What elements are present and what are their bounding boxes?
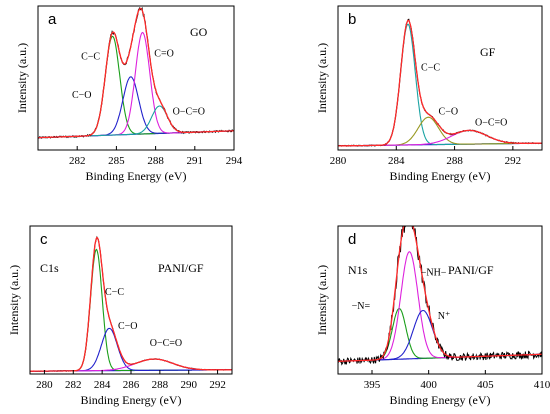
x-tick-label: 288 — [147, 155, 164, 167]
y-axis-label: Intensity (a.u.) — [315, 43, 329, 113]
panel-c: 280 282 284 286 288 290 292 Binding Energy (eV)… — [7, 225, 233, 407]
x-tick-label: 291 — [187, 155, 204, 167]
peak-curve-2 — [38, 31, 234, 139]
fit-envelope-line — [38, 7, 234, 139]
x-tick-label: 285 — [108, 155, 125, 167]
x-tick-label: 288 — [152, 379, 169, 391]
plot-area — [338, 226, 542, 366]
y-axis-label: Intensity (a.u.) — [15, 43, 29, 113]
panel-a: 282 285 288 291 294 Binding Energy (eV) Intens… — [15, 5, 243, 183]
peak-annotation-1: C−O — [118, 321, 138, 332]
x-axis-label: Binding Energy (eV) — [389, 393, 490, 407]
x-tick-label: 284 — [388, 155, 405, 167]
panel-subtitle: C1s — [40, 261, 59, 275]
x-tick-label: 288 — [446, 155, 463, 167]
axes-frame — [29, 225, 233, 375]
panel-title: PANI/GF — [158, 261, 204, 275]
peak-annotation-3: O−C=O — [173, 106, 205, 117]
y-axis-label: Intensity (a.u.) — [7, 265, 21, 335]
axes-frame — [337, 225, 543, 375]
peak-annotation-1: C−O — [72, 90, 92, 101]
panel-d: 395 400 405 410 Binding Energy (eV) Intensity… — [315, 225, 550, 407]
panel-letter: d — [348, 231, 356, 248]
x-tick-label: 282 — [65, 379, 82, 391]
peak-annotation-0: C−C — [105, 287, 124, 298]
fit-envelope-line — [30, 236, 232, 372]
panel-title: GF — [480, 45, 496, 59]
x-tick-label: 282 — [69, 155, 86, 167]
x-tick-label: 400 — [420, 379, 437, 391]
x-tick-label: 292 — [209, 379, 226, 391]
fit-envelope-line — [338, 19, 542, 147]
peak-annotation-1: C−O — [439, 106, 459, 117]
x-tick-label: 280 — [330, 155, 347, 167]
y-axis-label: Intensity (a.u.) — [315, 265, 329, 335]
x-axis-label: Binding Energy (eV) — [85, 169, 186, 183]
plot-area — [38, 6, 234, 140]
x-tick-label: 395 — [364, 379, 381, 391]
plot-area — [338, 18, 542, 147]
panel-letter: b — [348, 11, 356, 28]
peak-annotation-2: O−C=O — [150, 338, 182, 349]
panel-title: GO — [190, 25, 208, 39]
peak-annotation-2: C=O — [154, 49, 174, 60]
panel-letter: c — [40, 231, 48, 248]
axes-frame — [337, 5, 543, 151]
x-tick-label: 284 — [94, 379, 111, 391]
fit-envelope-line — [338, 226, 542, 362]
panel-b: 280 284 288 292 Binding Energy (eV) Intensity… — [315, 5, 543, 183]
panel-title: PANI/GF — [448, 263, 494, 277]
peak-annotation-0: −N= — [352, 301, 371, 312]
panel-letter: a — [48, 11, 57, 28]
x-tick-label: 410 — [534, 379, 550, 391]
axes-frame — [37, 5, 235, 151]
plot-area — [30, 235, 232, 372]
peak-annotation-0: C−C — [81, 51, 100, 62]
peak-annotation-2: O−C=O — [475, 117, 507, 128]
peak-annotation-0: C−C — [421, 62, 440, 73]
panel-subtitle: N1s — [348, 263, 368, 277]
x-tick-label: 292 — [505, 155, 522, 167]
x-axis-label: Binding Energy (eV) — [389, 169, 490, 183]
x-tick-label: 280 — [36, 379, 53, 391]
raw-data-line — [338, 226, 542, 366]
raw-data-line — [30, 235, 232, 372]
x-tick-label: 405 — [477, 379, 494, 391]
peak-annotation-1: −NH− — [421, 267, 447, 278]
x-tick-label: 294 — [226, 155, 243, 167]
peak-annotation-2: N⁺ — [438, 311, 451, 322]
x-tick-label: 290 — [180, 379, 197, 391]
x-axis-label: Binding Energy (eV) — [80, 393, 181, 407]
x-tick-label: 286 — [123, 379, 140, 391]
